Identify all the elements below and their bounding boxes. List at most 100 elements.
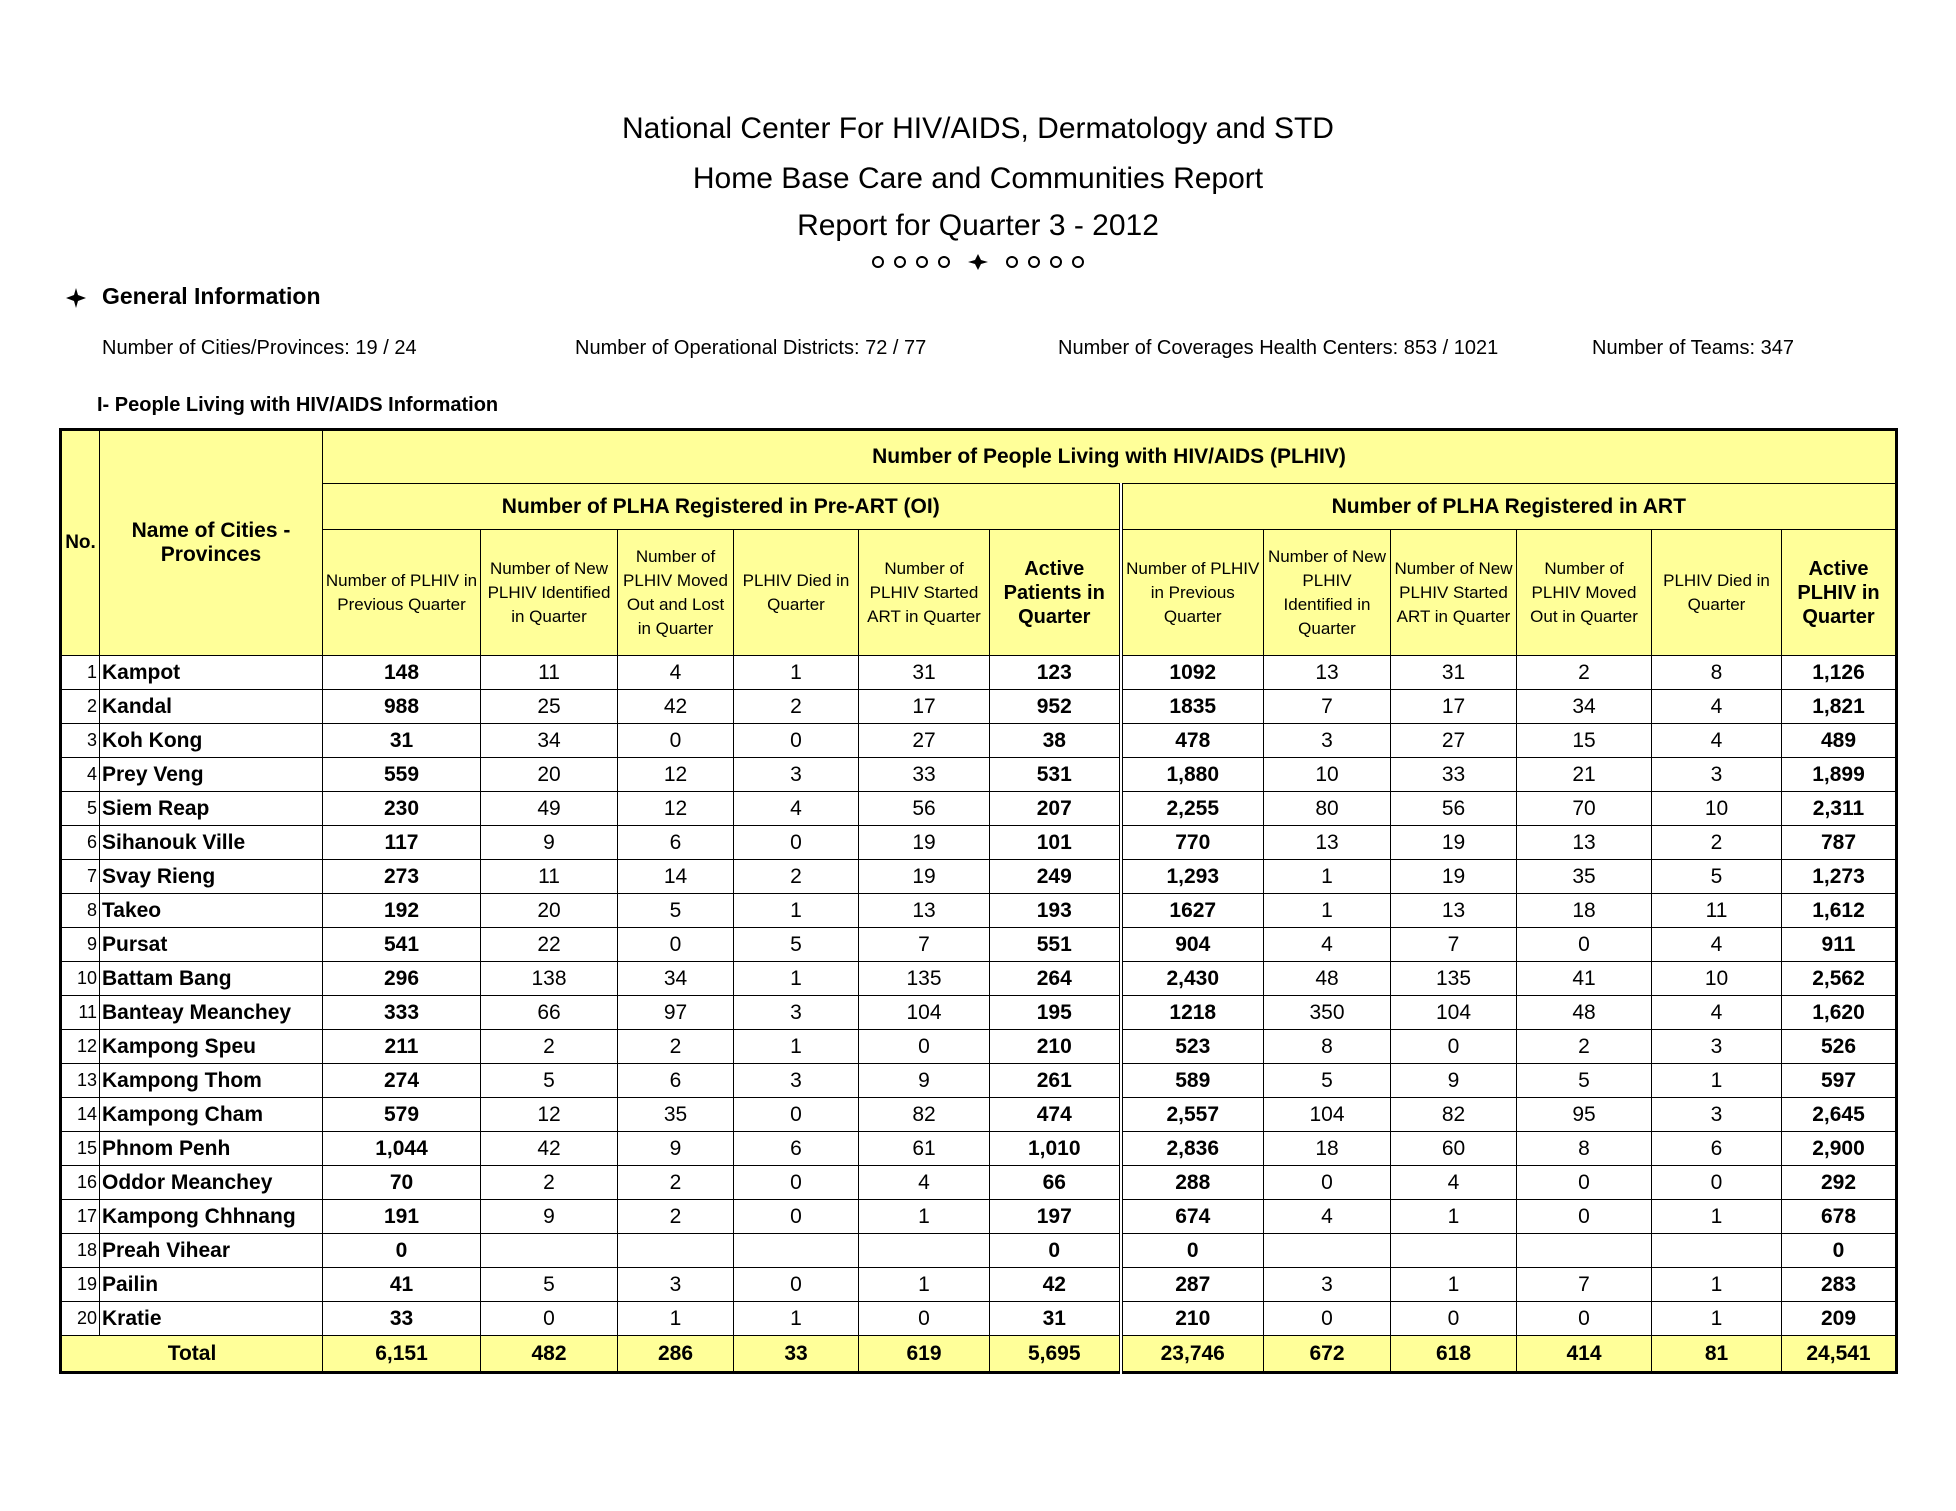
cell-value: 1218 (1118, 995, 1264, 1030)
plhiv-table: No. Name of Cities - Provinces Number of P… (59, 428, 1898, 1374)
column-header: Active Patients in Quarter (989, 529, 1121, 656)
column-header: Number of PLHIV Started ART in Quarter (858, 529, 990, 656)
cell-value: 350 (1263, 995, 1391, 1030)
cell-value: 8 (1651, 655, 1782, 690)
cell-value: 35 (617, 1097, 734, 1132)
cell-value: 474 (989, 1097, 1121, 1132)
row-number: 18 (60, 1233, 100, 1268)
row-number: 20 (60, 1301, 100, 1336)
table-row: 7 Svay Rieng 273 11 14 2 19 249 1,293 1 19 35 5 1,273 (60, 859, 1897, 894)
table-row: 1 Kampot 148 11 4 1 31 123 1092 13 31 2 8 1,126 (60, 655, 1897, 690)
cell-value: 551 (989, 927, 1121, 962)
cell-value: 22 (480, 927, 618, 962)
cell-value: 211 (322, 1029, 481, 1064)
cell-value: 2 (617, 1165, 734, 1200)
cell-value: 2,311 (1781, 791, 1897, 826)
table-row: 14 Kampong Cham 579 12 35 0 82 474 2,557 104 82 95 3… (60, 1097, 1897, 1132)
total-value: 6,151 (322, 1335, 481, 1373)
cell-value: 261 (989, 1063, 1121, 1098)
cell-value: 1 (733, 893, 859, 928)
cell-value: 7 (1263, 689, 1391, 724)
cell-value (1516, 1233, 1652, 1268)
table-row: Total 6,151 482 286 33 619 5,695 23,746 672 618 41… (60, 1335, 1897, 1373)
cell-value: 678 (1781, 1199, 1897, 1234)
cell-value: 2,557 (1118, 1097, 1264, 1132)
table-row: 5 Siem Reap 230 49 12 4 56 207 2,255 80 56 70 10 2,31… (60, 791, 1897, 826)
cell-value: 19 (1390, 825, 1517, 860)
cell-value: 526 (1781, 1029, 1897, 1064)
cell-value: 0 (1516, 927, 1652, 962)
cell-value: 559 (322, 757, 481, 792)
province-name: Kampong Cham (99, 1097, 323, 1132)
cell-value: 138 (480, 961, 618, 996)
cell-value: 41 (322, 1267, 481, 1302)
cell-value: 5 (617, 893, 734, 928)
cell-value: 1 (1651, 1063, 1782, 1098)
cell-value: 3 (1651, 757, 1782, 792)
total-value: 33 (733, 1335, 859, 1373)
cell-value: 4 (1263, 927, 1391, 962)
cell-value: 207 (989, 791, 1121, 826)
cell-value: 42 (480, 1131, 618, 1166)
cell-value: 49 (480, 791, 618, 826)
cell-value: 2 (733, 689, 859, 724)
cell-value: 10 (1651, 961, 1782, 996)
cell-value: 11 (1651, 893, 1782, 928)
cell-value: 1,620 (1781, 995, 1897, 1030)
cell-value: 5 (480, 1267, 618, 1302)
cell-value: 3 (1263, 1267, 1391, 1302)
cell-value: 13 (1390, 893, 1517, 928)
cell-value: 0 (1390, 1029, 1517, 1064)
info-item: Number of Operational Districts: 72 / 77 (575, 337, 927, 359)
cell-value: 9 (1390, 1063, 1517, 1098)
cell-value: 1,273 (1781, 859, 1897, 894)
row-number: 7 (60, 859, 100, 894)
cell-value: 0 (1516, 1165, 1652, 1200)
province-name: Kampong Thom (99, 1063, 323, 1098)
row-number: 15 (60, 1131, 100, 1166)
cell-value: 11 (480, 859, 618, 894)
cell-value: 209 (1781, 1301, 1897, 1336)
cell-value: 333 (322, 995, 481, 1030)
cell-value: 3 (733, 757, 859, 792)
cell-value: 20 (480, 893, 618, 928)
cell-value: 273 (322, 859, 481, 894)
cell-value: 0 (1516, 1199, 1652, 1234)
cell-value: 1,044 (322, 1131, 481, 1166)
cell-value: 2 (1516, 655, 1652, 690)
cell-value (1390, 1233, 1517, 1268)
cell-value: 6 (733, 1131, 859, 1166)
cell-value: 478 (1118, 723, 1264, 758)
cell-value: 4 (1390, 1165, 1517, 1200)
column-header: No. (60, 429, 100, 656)
cell-value: 283 (1781, 1267, 1897, 1302)
province-name: Pursat (99, 927, 323, 962)
cell-value: 2,562 (1781, 961, 1897, 996)
cell-value: 197 (989, 1199, 1121, 1234)
table-row: 6 Sihanouk Ville 117 9 6 0 19 101 770 13 19 13 2 787 (60, 825, 1897, 860)
cell-value: 489 (1781, 723, 1897, 758)
cell-value: 2 (617, 1199, 734, 1234)
cell-value: 11 (480, 655, 618, 690)
cell-value: 104 (1390, 995, 1517, 1030)
cell-value: 3 (1263, 723, 1391, 758)
cell-value (733, 1233, 859, 1268)
cell-value: 2,255 (1118, 791, 1264, 826)
cell-value: 523 (1118, 1029, 1264, 1064)
cell-value: 1,126 (1781, 655, 1897, 690)
table-row: 2 Kandal 988 25 42 2 17 952 1835 7 17 34 4 1,821 (60, 689, 1897, 724)
cell-value: 10 (1263, 757, 1391, 792)
group-header: Number of PLHA Registered in Pre-ART (OI… (322, 483, 1121, 530)
cell-value: 1,880 (1118, 757, 1264, 792)
total-value: 23,746 (1118, 1335, 1264, 1373)
column-header: Number of New PLHIV Started ART in Quart… (1390, 529, 1517, 656)
cell-value: 0 (1651, 1165, 1782, 1200)
cell-value: 5 (1263, 1063, 1391, 1098)
row-number: 13 (60, 1063, 100, 1098)
cell-value (1651, 1233, 1782, 1268)
province-name: Banteay Meanchey (99, 995, 323, 1030)
cell-value: 33 (858, 757, 990, 792)
cell-value: 0 (1263, 1301, 1391, 1336)
cell-value: 6 (617, 825, 734, 860)
cell-value: 27 (1390, 723, 1517, 758)
